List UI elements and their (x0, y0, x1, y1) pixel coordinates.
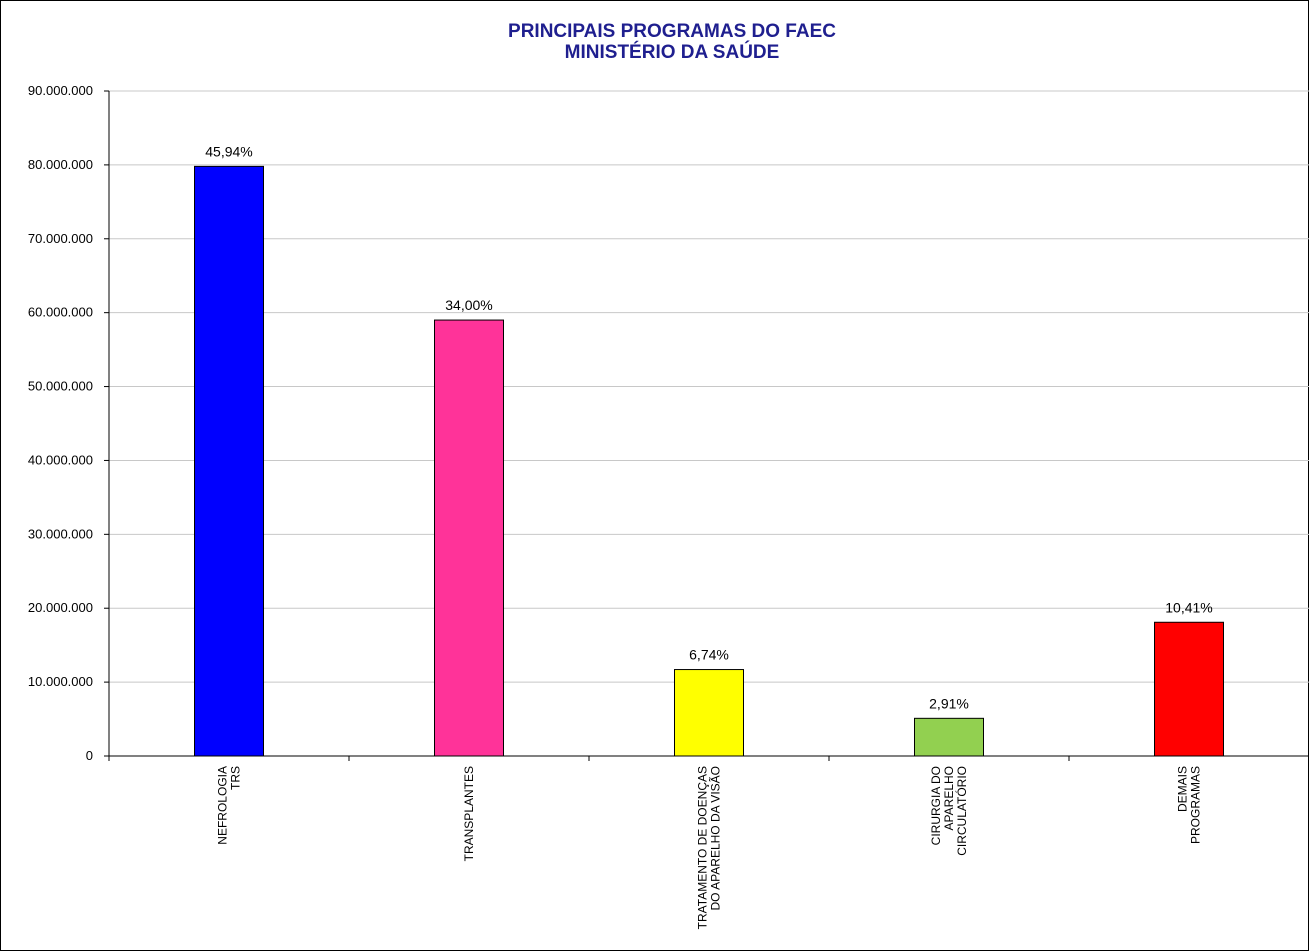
y-tick-label: 50.000.000 (28, 379, 93, 394)
data-label: 34,00% (445, 297, 492, 313)
category-label: CIRURGIA DO APARELHO CIRCULATÓRIO (929, 766, 969, 856)
y-tick-label: 0 (86, 748, 93, 763)
y-tick-label: 80.000.000 (28, 157, 93, 172)
category-label-line: CIRCULATÓRIO (954, 766, 969, 856)
y-tick-label: 40.000.000 (28, 452, 93, 467)
y-tick-label: 90.000.000 (28, 83, 93, 98)
category-label: TRANSPLANTES (462, 766, 476, 861)
bars (194, 165, 1224, 757)
data-label: 10,41% (1165, 599, 1212, 615)
chart-title: PRINCIPAIS PROGRAMAS DO FAEC MINISTÉRIO … (1, 21, 1310, 63)
category-label-line: DO APARELHO DA VISÃO (709, 766, 723, 911)
bar (434, 319, 504, 757)
bar (194, 165, 264, 757)
data-label: 6,74% (689, 647, 729, 663)
y-tick-label: 60.000.000 (28, 305, 93, 320)
category-label-line: CIRURGIA DO (929, 766, 943, 845)
bar (914, 717, 984, 757)
chart-title-line-2: MINISTÉRIO DA SAÚDE (564, 42, 780, 63)
category-label-line: TRATAMENTO DE DOENÇAS (696, 766, 710, 929)
category-label-line: NEFROLOGIA (216, 766, 230, 845)
category-label: TRATAMENTO DE DOENÇAS DO APARELHO DA VISÃ… (696, 766, 723, 929)
category-label-line: DEMAIS (1176, 766, 1190, 812)
data-label: 45,94% (205, 143, 252, 159)
category-label: DEMAIS PROGRAMAS (1176, 766, 1203, 844)
chart-title-line-1: PRINCIPAIS PROGRAMAS DO FAEC (508, 21, 836, 42)
category-label-line: APARELHO (942, 766, 956, 830)
labels: 0 10.000.000 20.000.000 30.000.000 40.000.00… (28, 83, 1213, 929)
bar (1154, 621, 1224, 757)
category-label: NEFROLOGIA TRS (216, 766, 243, 845)
category-label-line: TRANSPLANTES (462, 766, 476, 861)
category-label-line: PROGRAMAS (1189, 766, 1203, 844)
category-label-line: TRS (229, 766, 243, 790)
y-tick-label: 30.000.000 (28, 526, 93, 541)
data-label: 2,91% (929, 695, 969, 711)
bar (674, 669, 744, 757)
y-tick-label: 20.000.000 (28, 600, 93, 615)
gridlines (109, 90, 1309, 683)
y-tick-label: 70.000.000 (28, 231, 93, 246)
y-tick-label: 10.000.000 (28, 674, 93, 689)
